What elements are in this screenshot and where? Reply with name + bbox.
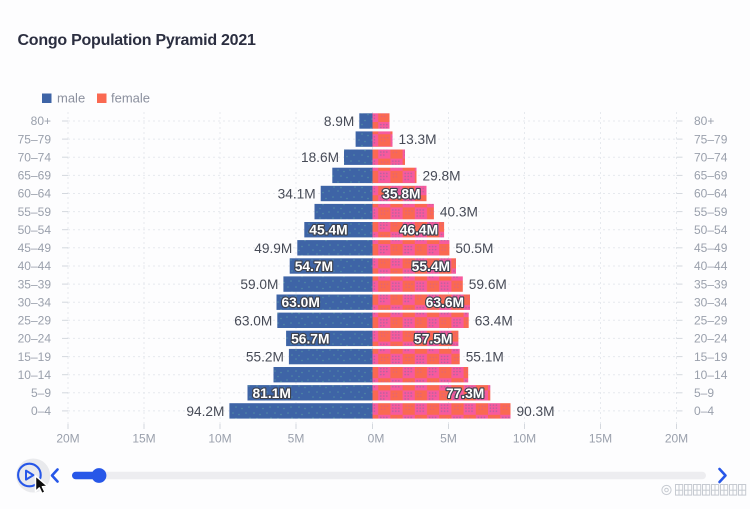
svg-text:10M: 10M [513,432,536,446]
svg-text:35.8M: 35.8M [382,187,420,202]
svg-text:50–54: 50–54 [694,223,728,237]
svg-text:40.3M: 40.3M [440,205,478,220]
svg-text:94.2M: 94.2M [186,404,224,419]
svg-text:70–74: 70–74 [694,150,728,164]
svg-text:40–44: 40–44 [694,259,728,273]
svg-text:30–34: 30–34 [18,295,52,309]
svg-text:5M: 5M [288,432,305,446]
svg-text:45.4M: 45.4M [309,223,347,238]
svg-text:34.1M: 34.1M [278,187,316,202]
svg-text:35–39: 35–39 [18,277,52,291]
svg-text:81.1M: 81.1M [253,386,291,401]
svg-text:55–59: 55–59 [694,205,728,219]
svg-text:65–69: 65–69 [18,169,52,183]
svg-text:55–59: 55–59 [18,205,52,219]
svg-text:54.7M: 54.7M [295,259,333,274]
svg-text:Congo Population Pyramid 2021: Congo Population Pyramid 2021 [18,32,256,49]
svg-text:40–44: 40–44 [18,259,52,273]
svg-text:5–9: 5–9 [31,386,51,400]
svg-text:0–4: 0–4 [694,404,714,418]
svg-text:0M: 0M [368,432,385,446]
svg-text:80+: 80+ [31,114,51,128]
svg-text:49.9M: 49.9M [254,241,292,256]
svg-text:male: male [57,91,85,106]
svg-text:55.1M: 55.1M [466,350,504,365]
svg-text:55.4M: 55.4M [412,259,450,274]
svg-text:10M: 10M [208,432,231,446]
svg-text:59.0M: 59.0M [240,277,278,292]
svg-text:63.0M: 63.0M [234,313,272,328]
svg-text:15–19: 15–19 [694,350,728,364]
svg-text:30–34: 30–34 [694,295,728,309]
svg-text:5M: 5M [440,432,457,446]
svg-text:female: female [111,91,150,106]
svg-text:70–74: 70–74 [18,150,52,164]
svg-text:65–69: 65–69 [694,169,728,183]
svg-text:5–9: 5–9 [694,386,714,400]
svg-text:56.7M: 56.7M [291,331,329,346]
svg-text:20M: 20M [665,432,688,446]
svg-text:20M: 20M [56,432,79,446]
svg-text:90.3M: 90.3M [517,404,555,419]
svg-text:59.6M: 59.6M [469,277,507,292]
svg-text:46.4M: 46.4M [400,223,438,238]
svg-text:29.8M: 29.8M [423,168,461,183]
svg-text:63.6M: 63.6M [426,295,464,310]
svg-text:75–79: 75–79 [18,132,52,146]
svg-text:63.0M: 63.0M [282,295,320,310]
svg-text:13.3M: 13.3M [399,132,437,147]
svg-text:45–49: 45–49 [694,241,728,255]
svg-text:75–79: 75–79 [694,132,728,146]
svg-text:50–54: 50–54 [18,223,52,237]
svg-text:20–24: 20–24 [18,332,52,346]
svg-text:10–14: 10–14 [694,368,728,382]
svg-text:60–64: 60–64 [694,187,728,201]
svg-text:50.5M: 50.5M [455,241,493,256]
svg-text:15M: 15M [132,432,155,446]
svg-text:63.4M: 63.4M [475,313,513,328]
svg-text:20–24: 20–24 [694,332,728,346]
svg-text:25–29: 25–29 [18,314,52,328]
svg-text:57.5M: 57.5M [414,331,452,346]
svg-text:15–19: 15–19 [18,350,52,364]
svg-text:35–39: 35–39 [694,277,728,291]
svg-text:8.9M: 8.9M [324,114,354,129]
svg-text:15M: 15M [589,432,612,446]
svg-text:77.3M: 77.3M [446,386,484,401]
svg-text:45–49: 45–49 [18,241,52,255]
svg-text:0–4: 0–4 [31,404,51,418]
svg-text:80+: 80+ [694,114,714,128]
svg-text:18.6M: 18.6M [301,150,339,165]
svg-text:25–29: 25–29 [694,314,728,328]
svg-text:60–64: 60–64 [18,187,52,201]
svg-text:10–14: 10–14 [18,368,52,382]
svg-text:55.2M: 55.2M [246,350,284,365]
